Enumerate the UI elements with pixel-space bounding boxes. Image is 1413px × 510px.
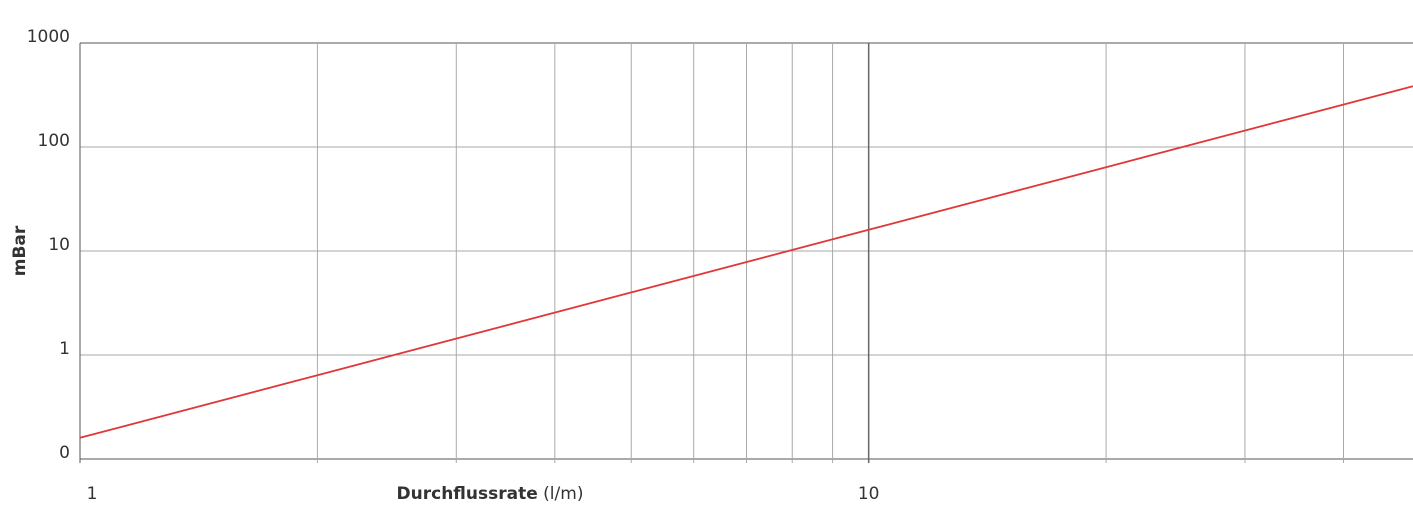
x-axis-label: Durchflussrate (l/m) [397,484,584,504]
data-line [79,85,1413,439]
y-tick-label: 1000 [27,27,70,47]
y-tick-label: 0 [59,443,70,463]
y-axis-label: mBar [10,225,30,276]
x-axis-label-main: Durchflussrate [397,484,538,504]
y-tick-label: 1 [59,339,70,359]
x-tick-label: 10 [858,484,880,504]
y-tick-label: 10 [48,235,70,255]
y-tick-label: 100 [38,131,70,151]
x-tick-label: 1 [87,484,98,504]
x-axis-label-unit: (l/m) [543,484,583,504]
